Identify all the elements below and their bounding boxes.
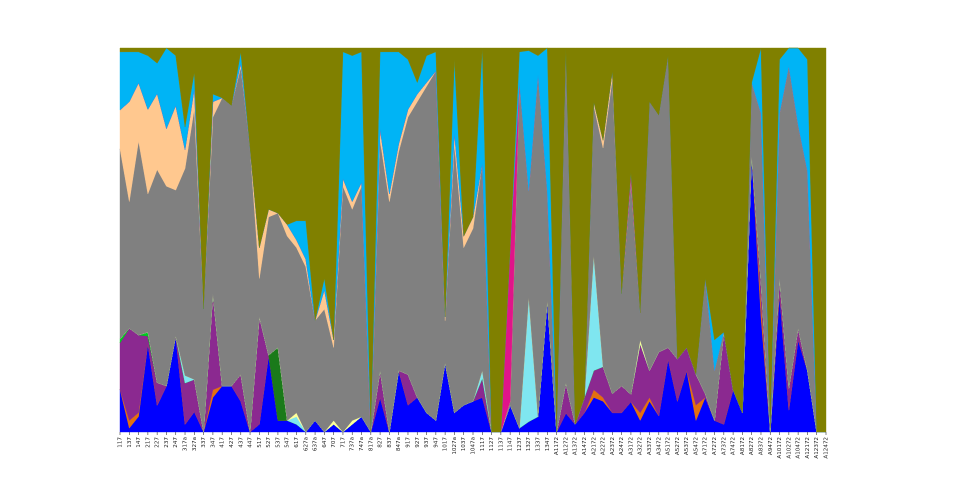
x-tick-label: A10272: [786, 437, 792, 459]
x-tick-label: A5172: [666, 437, 672, 455]
x-tick-label: A1172: [554, 437, 560, 455]
x-tick-label: 327a: [192, 437, 198, 451]
x-tick-label: 447: [248, 437, 254, 448]
x-tick-label: 937: [424, 437, 430, 448]
x-tick-label: 517: [257, 437, 263, 448]
x-tick-label: 1237: [517, 437, 523, 452]
x-tick-label: 1027a: [452, 437, 458, 455]
x-tick-label: A3172: [628, 437, 634, 455]
x-tick-label: A12472: [824, 437, 830, 459]
x-tick-label: 317a: [183, 437, 189, 451]
x-tick-label: A2472: [619, 437, 625, 455]
x-tick-label: A12172: [805, 437, 811, 459]
x-tick-label: A9472: [768, 437, 774, 455]
x-tick-label: 137: [127, 437, 133, 448]
x-tick-label: 1327: [526, 437, 532, 452]
x-tick-label: 427: [229, 437, 235, 448]
x-tick-label: A1272: [563, 437, 569, 455]
x-tick-label: A5372: [684, 437, 690, 455]
x-tick-label: A1372: [573, 437, 579, 455]
x-tick-label: 1037: [461, 437, 467, 452]
x-tick-label: A3372: [647, 437, 653, 455]
x-tick-label: 547: [285, 437, 291, 448]
x-tick-label: 537: [275, 437, 281, 448]
x-tick-label: 827: [378, 437, 384, 448]
x-tick-label: 747a: [359, 437, 365, 451]
x-tick-label: 927: [415, 437, 421, 448]
x-tick-label: A7172: [703, 437, 709, 455]
x-tick-label: 637a: [313, 437, 319, 451]
x-tick-label: 1137: [498, 437, 504, 452]
x-tick-label: A2272: [601, 437, 607, 455]
x-axis: 117 137 147 217 227 237 247 317a 327a 337 347 417 42…: [118, 432, 830, 459]
x-tick-label: A2372: [610, 437, 616, 455]
x-tick-label: 1047a: [471, 437, 477, 455]
x-tick-label: 627a: [303, 437, 309, 451]
x-tick-label: 1017: [443, 437, 449, 452]
x-tick-label: 737a: [350, 437, 356, 451]
x-tick-label: 217: [145, 437, 151, 448]
x-tick-label: 837: [387, 437, 393, 448]
x-tick-label: A5272: [675, 437, 681, 455]
x-tick-label: 847a: [396, 437, 402, 451]
x-tick-label: A8372: [758, 437, 764, 455]
x-tick-label: A2172: [591, 437, 597, 455]
x-tick-label: 647: [322, 437, 328, 448]
x-tick-label: 1147: [508, 437, 514, 452]
x-tick-label: A10472: [796, 437, 802, 459]
x-tick-label: A7472: [731, 437, 737, 455]
x-tick-label: 917: [405, 437, 411, 448]
x-tick-label: 717: [340, 437, 346, 448]
x-tick-label: A10172: [777, 437, 783, 459]
x-tick-label: A7372: [721, 437, 727, 455]
x-tick-label: 247: [173, 437, 179, 448]
x-tick-label: 527: [266, 437, 272, 448]
x-tick-label: 237: [164, 437, 170, 448]
x-tick-label: A1472: [582, 437, 588, 455]
x-tick-label: A12372: [814, 437, 820, 459]
x-tick-label: A5472: [693, 437, 699, 455]
x-tick-label: 1347: [545, 437, 551, 452]
x-tick-label: 1117: [480, 437, 486, 452]
x-tick-label: A8272: [749, 437, 755, 455]
x-tick-label: 437: [238, 437, 244, 448]
x-tick-label: A7272: [712, 437, 718, 455]
x-tick-label: A3472: [656, 437, 662, 455]
x-tick-label: 147: [136, 437, 142, 448]
x-tick-label: A3272: [638, 437, 644, 455]
x-tick-label: 347: [210, 437, 216, 448]
x-tick-label: 417: [220, 437, 226, 448]
x-tick-label: 617: [294, 437, 300, 448]
x-tick-label: 947: [433, 437, 439, 448]
x-tick-label: 117: [118, 437, 124, 448]
x-tick-label: 227: [155, 437, 161, 448]
chart-area-layers: [119, 47, 827, 433]
x-tick-label: 1127: [489, 437, 495, 452]
x-tick-label: 1337: [536, 437, 542, 452]
x-tick-label: A8172: [740, 437, 746, 455]
x-tick-label: 817a: [368, 437, 374, 451]
x-tick-label: 707: [331, 437, 337, 448]
x-tick-label: 337: [201, 437, 207, 448]
